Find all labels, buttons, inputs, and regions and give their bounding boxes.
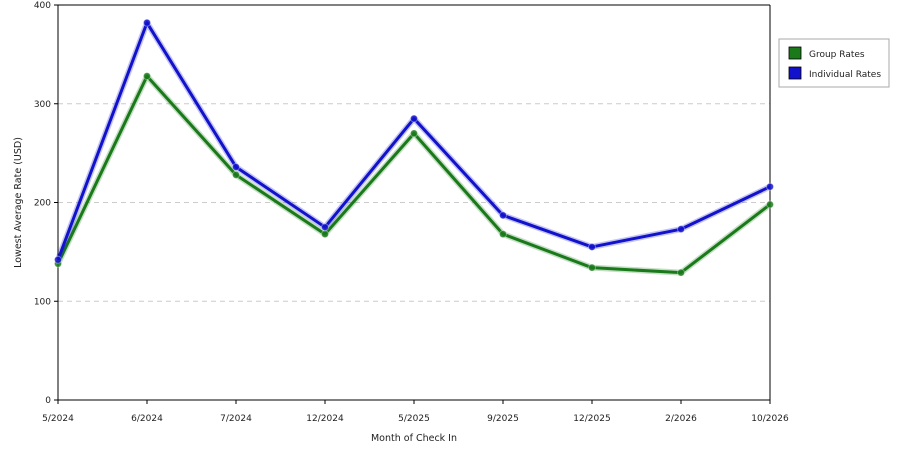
y-tick-label: 400 (34, 1, 51, 11)
series-individual-rates (54, 18, 774, 264)
x-tick-label: 7/2024 (220, 414, 252, 424)
data-point (321, 230, 329, 239)
data-point (232, 170, 240, 179)
data-point (766, 200, 774, 209)
data-point (499, 230, 507, 239)
legend-label: Individual Rates (809, 70, 881, 80)
series-line-halo (55, 19, 772, 261)
data-point (232, 162, 240, 171)
x-tick-label: 5/2025 (398, 414, 430, 424)
series-line-halo (55, 73, 772, 276)
data-point (143, 18, 151, 27)
data-point (677, 268, 685, 277)
y-axis-title: Lowest Average Rate (USD) (13, 137, 24, 268)
legend-swatch (788, 46, 802, 60)
data-point (677, 225, 685, 234)
x-tick-label: 2/2026 (665, 414, 697, 424)
x-tick-label: 5/2024 (42, 414, 74, 424)
data-point (499, 211, 507, 220)
legend-items: Group Rates Individual Rates (788, 46, 881, 80)
y-tick-label: 300 (34, 100, 51, 110)
x-tick-label: 12/2025 (573, 414, 610, 424)
data-point (766, 182, 774, 191)
legend-label: Group Rates (809, 50, 865, 60)
legend-swatch (788, 66, 802, 80)
legend: Group Rates Individual Rates (778, 38, 890, 88)
x-tick-label: 12/2024 (306, 414, 344, 424)
data-point (588, 263, 596, 272)
series-line (56, 21, 771, 261)
data-point (54, 255, 62, 264)
x-tick-label: 10/2026 (751, 414, 789, 424)
x-tick-label: 6/2024 (131, 414, 163, 424)
x-axis-ticks: 5/2024 6/2024 7/2024 12/2024 5/2025 9/2025 12/… (42, 400, 789, 424)
x-axis-title: Month of Check In (371, 433, 457, 444)
data-point (410, 114, 418, 123)
x-tick-label: 9/2025 (487, 414, 519, 424)
data-point (588, 242, 596, 251)
series-line (56, 74, 771, 275)
y-tick-label: 100 (34, 297, 51, 307)
y-axis-ticks: 0 100 200 300 400 (34, 1, 58, 406)
y-tick-label: 0 (45, 396, 51, 406)
data-point (143, 72, 151, 81)
data-point (410, 129, 418, 138)
series-group-rates (54, 72, 774, 277)
grid-lines (58, 103, 770, 302)
data-point (321, 223, 329, 232)
series-lines (54, 18, 774, 277)
y-tick-label: 200 (34, 199, 51, 209)
